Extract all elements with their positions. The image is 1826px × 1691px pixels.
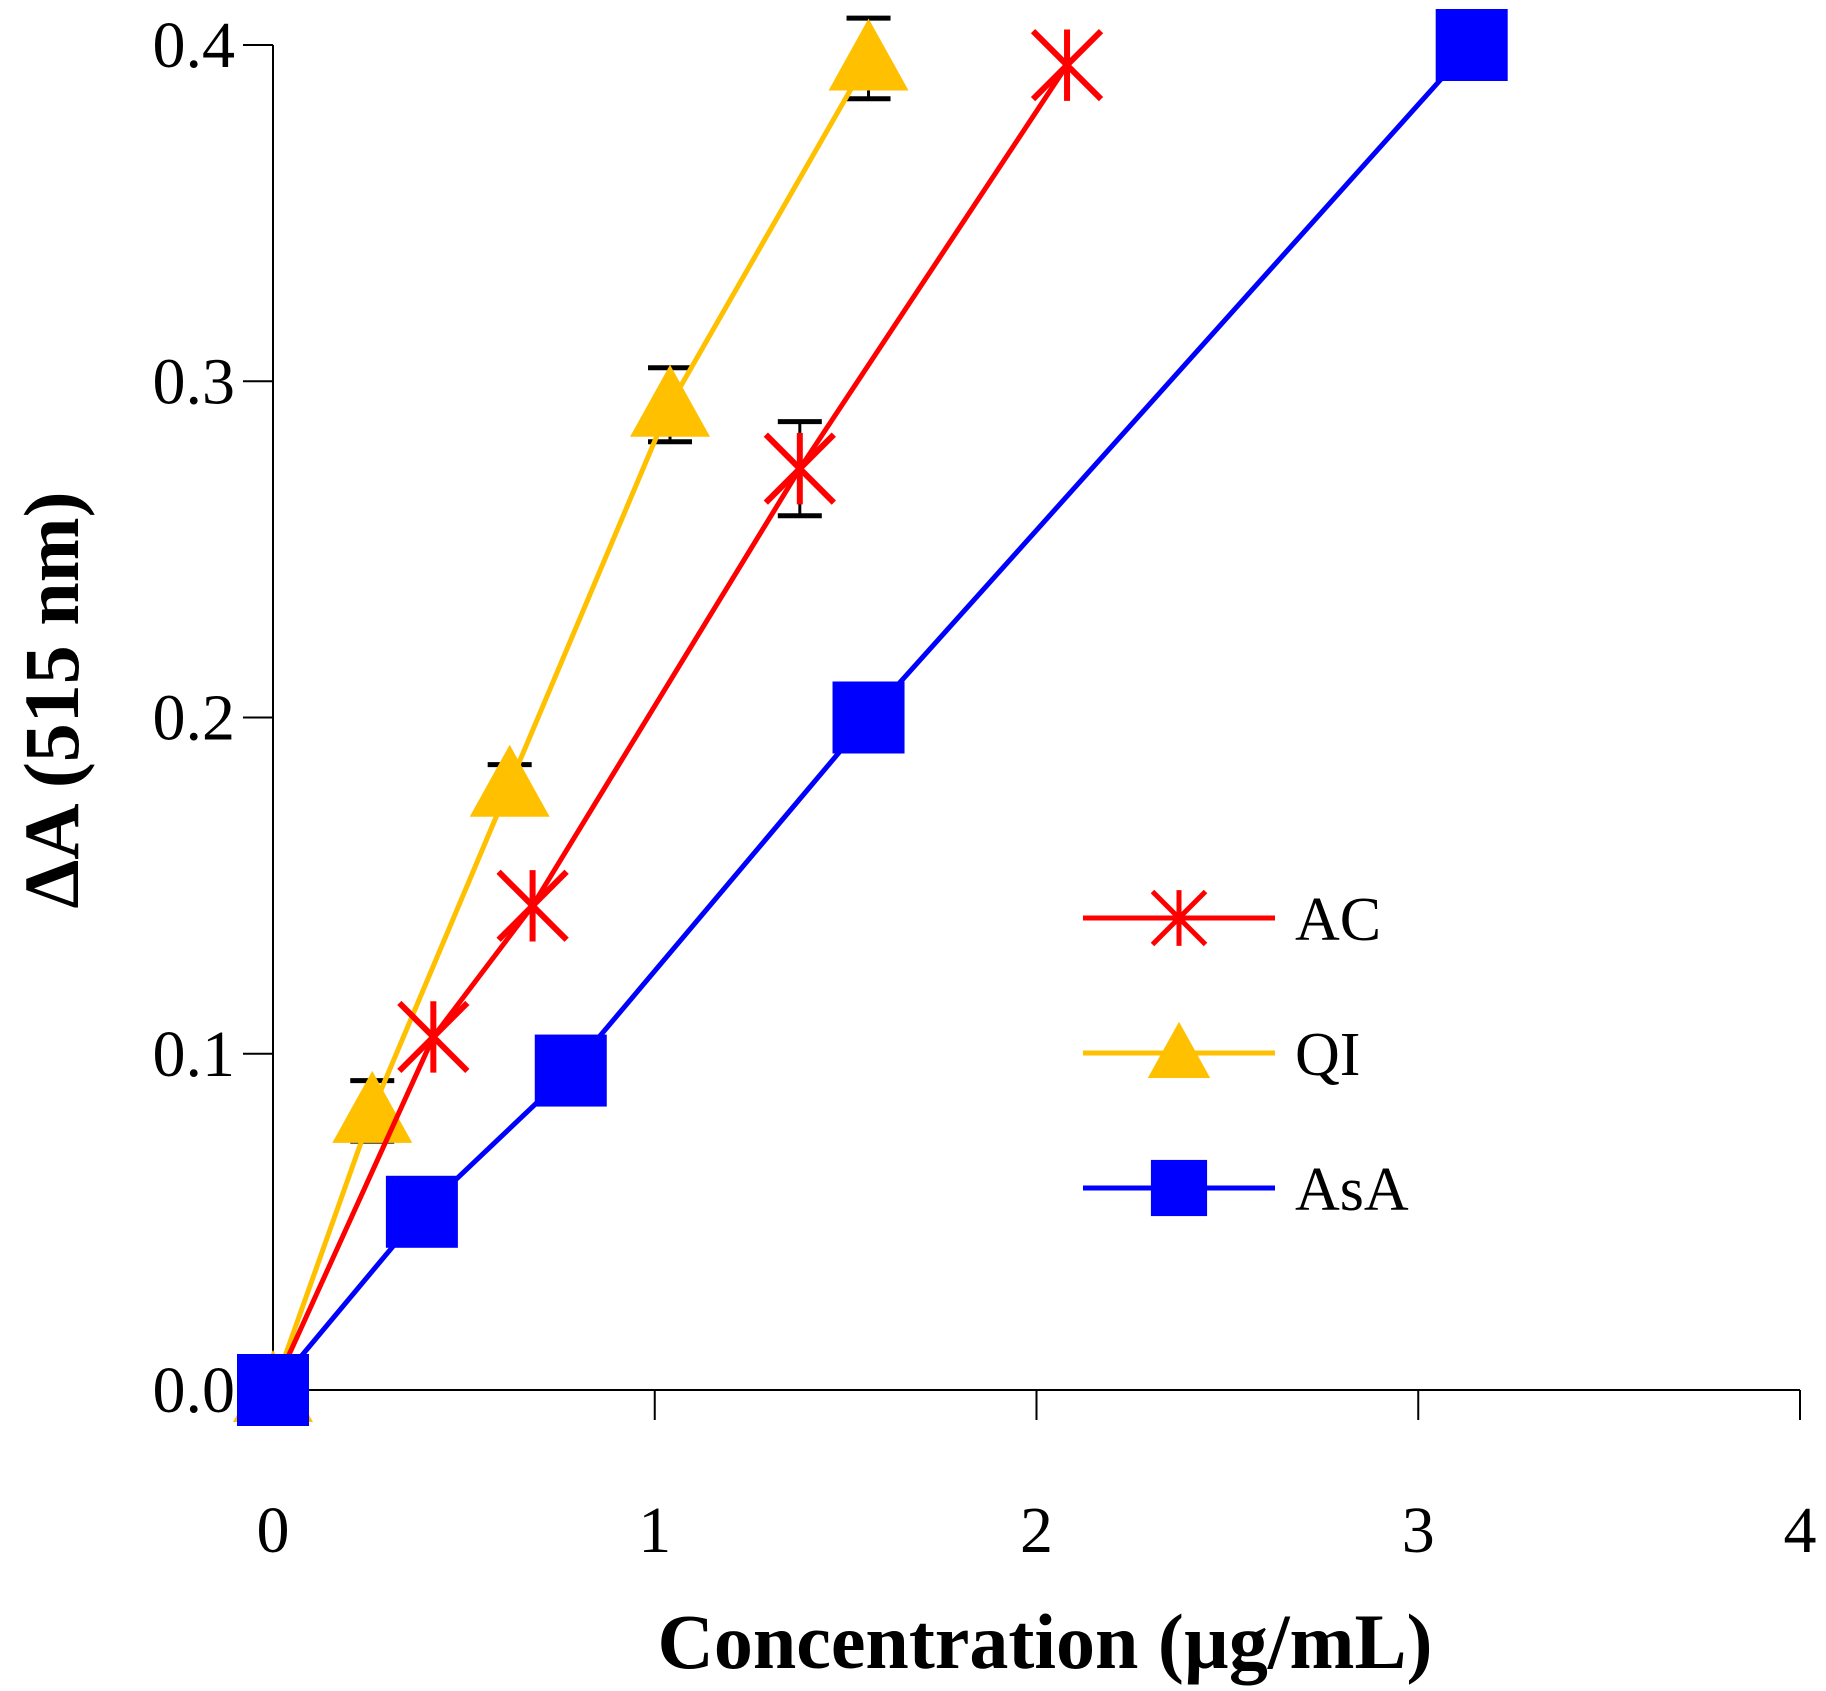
y-tick-label: 0.2 [153,682,236,755]
legend: AC QI AsA [1083,886,1409,1224]
x-tick-label: 0 [257,1494,290,1567]
legend-marker [1147,1021,1211,1078]
series-asa [237,9,1508,1426]
data-point [469,744,550,817]
x-axis-title: Concentration (µg/mL) [657,1598,1432,1685]
x-tick-label: 3 [1402,1494,1435,1567]
legend-marker [1150,1159,1208,1217]
y-tick-label: 0.1 [153,1018,236,1091]
y-tick-label: 0.3 [153,345,236,418]
series-layer [233,9,1508,1427]
data-point [385,1175,458,1248]
data-point [496,869,569,942]
legend-label: AsA [1295,1156,1409,1224]
y-tick-label: 0.4 [153,9,236,82]
data-point [828,18,909,91]
data-point [534,1034,607,1107]
data-point [832,681,905,754]
legend-item-asa: AsA [1083,1156,1409,1224]
legend-item-qi: QI [1083,1021,1360,1089]
x-tick-label: 1 [638,1494,671,1567]
x-tick-label: 2 [1020,1494,1053,1567]
legend-item-ac: AC [1083,886,1381,954]
data-point [237,1354,309,1426]
data-point [1030,29,1104,102]
legend-marker [1150,889,1208,947]
series-qi [233,15,909,1422]
data-point [1435,9,1508,81]
legend-label: QI [1295,1021,1360,1089]
x-tick-label: 4 [1784,1494,1817,1567]
legend-label: AC [1295,886,1381,954]
series-ac [236,29,1104,1427]
data-point [397,1000,470,1074]
data-point [630,364,711,437]
data-point [763,432,836,505]
y-axis-title: ΔA (515 nm) [8,491,95,908]
y-tick-label: 0.0 [153,1354,236,1427]
axes: 0.0 0.1 0.2 0.3 0.4 0 1 2 3 4 [153,9,1817,1567]
